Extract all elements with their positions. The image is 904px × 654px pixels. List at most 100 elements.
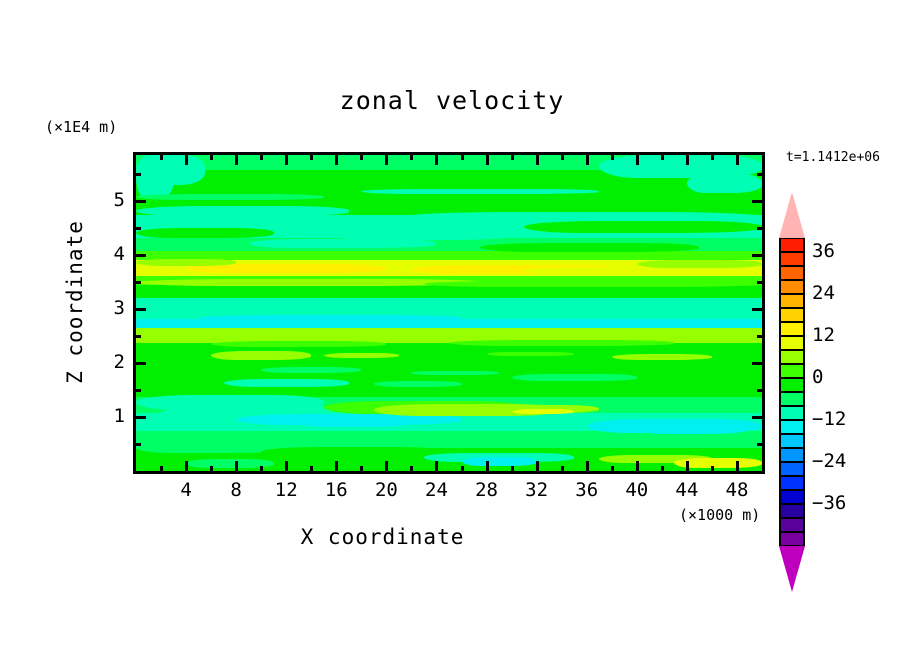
x-axis-tick: [185, 461, 189, 471]
x-axis-minor-tick: [260, 155, 264, 160]
contour-patch: [261, 447, 449, 457]
x-tick-label: 48: [725, 479, 749, 501]
colorbar-swatch[interactable]: [779, 476, 805, 490]
contour-patch: [599, 155, 762, 179]
colorbar[interactable]: [779, 238, 805, 546]
colorbar-swatch[interactable]: [779, 504, 805, 518]
colorbar-swatch[interactable]: [779, 280, 805, 294]
x-axis-minor-tick: [510, 155, 514, 160]
colorbar-tick-label: −24: [812, 450, 847, 472]
y-axis-tick: [752, 361, 762, 365]
contour-patch: [636, 260, 762, 268]
x-axis-minor-tick: [210, 155, 214, 160]
colorbar-swatch[interactable]: [779, 252, 805, 266]
x-axis-tick: [235, 155, 239, 165]
contour-patch: [136, 442, 287, 453]
colorbar-swatch[interactable]: [779, 364, 805, 378]
contour-patch: [373, 381, 462, 387]
x-axis-tick: [335, 155, 339, 165]
y-axis-minor-tick: [136, 172, 141, 176]
y-axis-minor-tick: [757, 442, 762, 446]
colorbar-tick-label: −12: [812, 408, 847, 430]
y-axis-tick: [136, 415, 146, 419]
contour-patch: [211, 341, 387, 347]
colorbar-swatch[interactable]: [779, 434, 805, 448]
colorbar-tick-label: 12: [812, 324, 835, 346]
x-axis-tick: [385, 155, 389, 165]
colorbar-swatch[interactable]: [779, 532, 805, 546]
colorbar-swatch[interactable]: [779, 238, 805, 252]
contour-band: [136, 251, 762, 263]
x-axis-tick: [685, 155, 689, 165]
colorbar-swatch[interactable]: [779, 406, 805, 420]
contour-patch: [480, 243, 700, 253]
x-axis-minor-tick: [560, 466, 564, 471]
y-axis-title: Z coordinate: [63, 220, 87, 384]
contour-patch: [323, 225, 525, 240]
x-axis-minor-tick: [710, 155, 714, 160]
x-tick-label: 16: [324, 479, 348, 501]
x-tick-label: 36: [575, 479, 599, 501]
x-axis-minor-tick: [360, 466, 364, 471]
contour-patch: [449, 340, 675, 346]
x-axis-title: X coordinate: [300, 525, 465, 549]
colorbar-over-arrow: [779, 192, 805, 238]
y-axis-unit-label: (×1E4 m): [45, 118, 118, 136]
y-axis-tick: [752, 199, 762, 203]
contour-patch: [223, 379, 349, 387]
contour-patch: [198, 315, 462, 321]
y-tick-label: 3: [113, 296, 125, 319]
colorbar-swatch[interactable]: [779, 336, 805, 350]
colorbar-swatch[interactable]: [779, 462, 805, 476]
x-axis-tick: [285, 155, 289, 165]
colorbar-swatch[interactable]: [779, 266, 805, 280]
contour-patch: [423, 280, 762, 288]
colorbar-swatch[interactable]: [779, 294, 805, 308]
colorbar-swatch[interactable]: [779, 420, 805, 434]
y-axis-tick: [752, 307, 762, 311]
y-axis-minor-tick: [757, 280, 762, 284]
contour-patch: [686, 173, 762, 193]
contour-patch: [524, 221, 762, 234]
timestamp-annotation: t=1.1412e+06: [786, 150, 880, 165]
x-axis-minor-tick: [710, 466, 714, 471]
x-axis-unit-label: (×1000 m): [679, 506, 761, 524]
colorbar-swatch[interactable]: [779, 308, 805, 322]
y-tick-label: 5: [113, 188, 125, 211]
contour-plot-area[interactable]: [133, 152, 765, 474]
x-tick-label: 20: [374, 479, 398, 501]
x-axis-minor-tick: [460, 466, 464, 471]
y-tick-label: 2: [113, 350, 125, 373]
contour-band: [136, 431, 762, 451]
contour-patch: [136, 227, 274, 238]
contour-patch: [186, 263, 387, 274]
y-axis-tick: [136, 361, 146, 365]
x-tick-label: 24: [425, 479, 448, 501]
colorbar-swatch[interactable]: [779, 448, 805, 462]
contour-patch: [136, 194, 324, 200]
colorbar-swatch[interactable]: [779, 378, 805, 392]
colorbar-swatch[interactable]: [779, 490, 805, 504]
colorbar-swatch[interactable]: [779, 518, 805, 532]
y-axis-tick: [752, 253, 762, 257]
y-axis-tick: [136, 199, 146, 203]
contour-patch: [524, 266, 737, 276]
x-axis-tick: [635, 461, 639, 471]
colorbar-swatch[interactable]: [779, 350, 805, 364]
x-axis-minor-tick: [160, 466, 164, 471]
contour-patch: [511, 409, 575, 414]
contour-patch: [261, 367, 362, 373]
contour-band: [136, 285, 762, 301]
x-axis-minor-tick: [310, 155, 314, 160]
colorbar-swatch[interactable]: [779, 392, 805, 406]
contour-patch: [136, 259, 237, 266]
x-tick-label: 32: [525, 479, 549, 501]
x-axis-tick: [385, 461, 389, 471]
x-axis-tick: [535, 155, 539, 165]
page-title: zonal velocity: [339, 86, 565, 115]
y-axis-minor-tick: [136, 226, 141, 230]
x-axis-tick: [685, 461, 689, 471]
colorbar-swatch[interactable]: [779, 322, 805, 336]
contour-patch: [298, 418, 412, 427]
x-axis-minor-tick: [210, 466, 214, 471]
